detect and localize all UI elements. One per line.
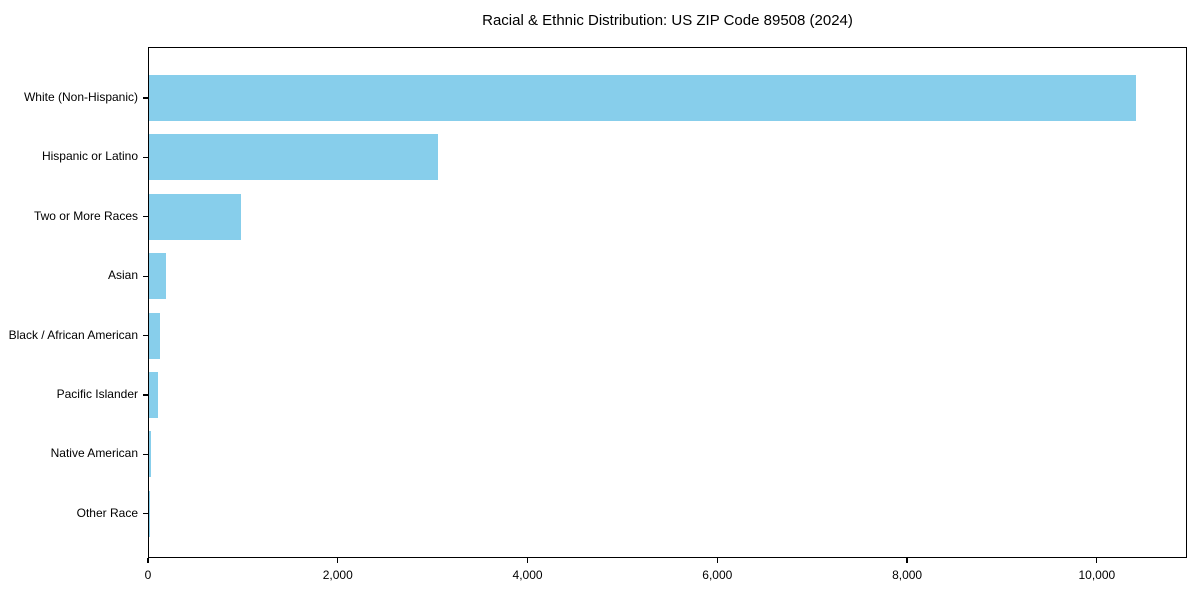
x-tick-mark [716,558,718,563]
bar-native-american [149,431,151,478]
x-axis-label: 2,000 [322,568,353,582]
x-tick-mark [526,558,529,563]
bar-pacific-islander [149,372,159,418]
bar-white-non-hispanic [149,75,1136,121]
y-axis-label: White (Non-Hispanic) [23,90,138,104]
bar-black-african-american [149,312,161,359]
y-tick-mark [143,275,148,277]
bar-two-or-more-races [149,193,242,240]
x-axis-label: 0 [144,568,152,582]
x-axis-label: 8,000 [892,568,923,582]
x-tick-mark [147,558,149,563]
plot-area [143,47,1187,558]
y-axis-label: Pacific Islander [56,387,138,401]
x-tick-mark [906,558,908,563]
y-tick-mark [143,335,148,337]
y-axis-label: Black / African American [8,327,138,342]
x-axis-label: 6,000 [702,568,733,582]
y-axis-label: Native American [50,446,138,461]
chart-title: Racial & Ethnic Distribution: US ZIP Cod… [482,12,853,29]
y-axis-label: Asian [107,268,138,283]
x-axis-label: 10,000 [1078,568,1116,582]
y-tick-mark [143,394,148,396]
y-axis-label: Other Race [76,505,138,520]
y-axis-label: Hispanic or Latino [41,149,138,164]
x-axis-label: 4,000 [512,568,543,582]
y-tick-mark [143,216,148,218]
bar-asian [149,253,167,300]
bar-hispanic-or-latino [149,134,439,181]
y-tick-mark [143,156,148,158]
bar-other-race [149,490,150,537]
y-tick-mark [143,97,148,99]
x-tick-mark [337,558,339,563]
y-tick-mark [143,453,148,455]
x-tick-mark [1096,558,1098,563]
y-axis-label: Two or More Races [33,208,138,223]
y-tick-mark [143,513,148,515]
